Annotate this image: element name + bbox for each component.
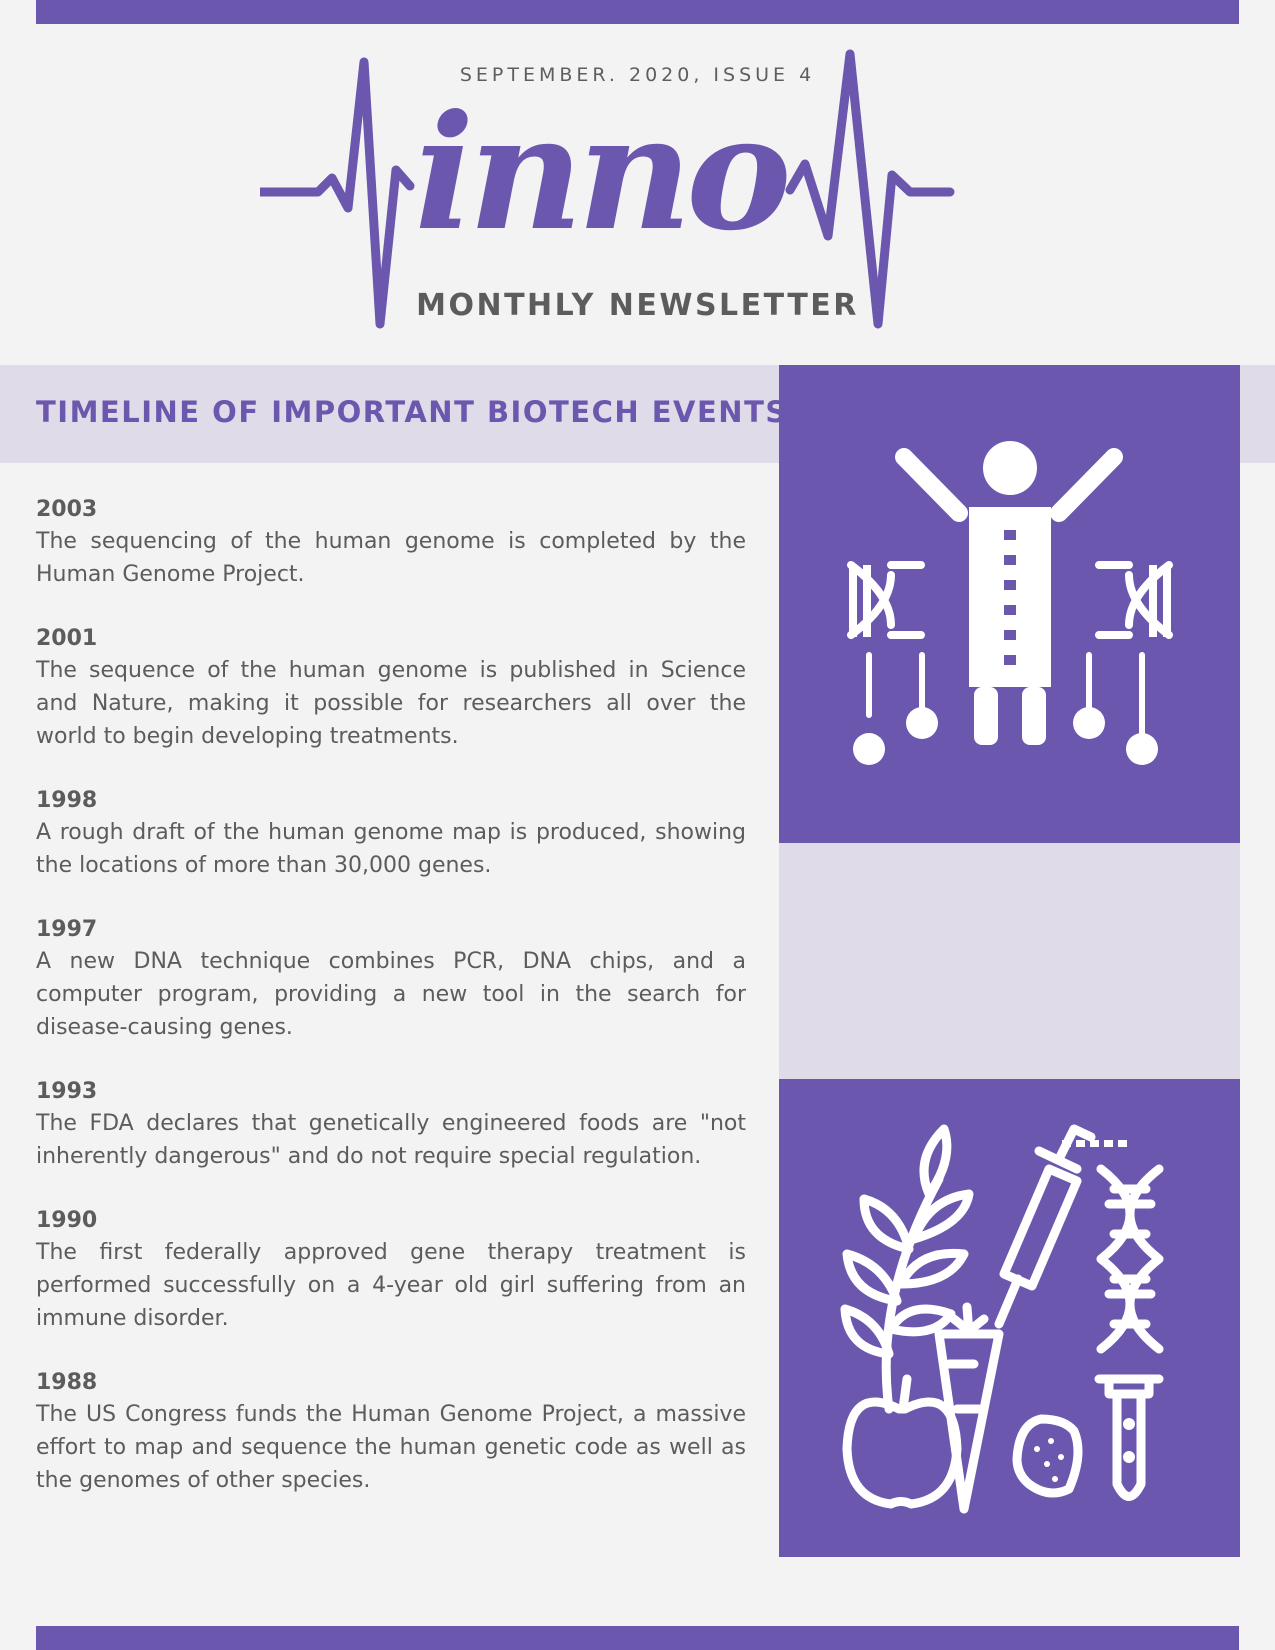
issue-line: SEPTEMBER. 2020, ISSUE 4 bbox=[459, 64, 816, 86]
event-year: 1997 bbox=[36, 917, 98, 942]
top-accent-bar bbox=[36, 0, 1239, 24]
event-year: 2003 bbox=[36, 497, 98, 522]
illustration-panel-bottom bbox=[779, 1079, 1240, 1557]
section-title: TIMELINE OF IMPORTANT BIOTECH EVENTS bbox=[36, 395, 788, 429]
timeline-event: 2003 The sequencing of the human genome … bbox=[36, 495, 746, 591]
newsletter-subtitle: MONTHLY NEWSLETTER bbox=[416, 288, 859, 323]
illustration-panel-top bbox=[779, 365, 1240, 843]
event-description: The first federally approved gene therap… bbox=[36, 1240, 746, 1331]
event-description: The sequencing of the human genome is co… bbox=[36, 529, 746, 587]
timeline-event: 2001 The sequence of the human genome is… bbox=[36, 624, 746, 753]
timeline-event: 1993 The FDA declares that genetically e… bbox=[36, 1077, 746, 1173]
gmo-food-icon bbox=[840, 1124, 1164, 1514]
timeline-event: 1998 A rough draft of the human genome m… bbox=[36, 786, 746, 882]
event-description: The US Congress funds the Human Genome P… bbox=[36, 1402, 746, 1493]
event-description: A rough draft of the human genome map is… bbox=[36, 820, 746, 878]
timeline-event: 1988 The US Congress funds the Human Gen… bbox=[36, 1368, 746, 1497]
scientist-dna-icon bbox=[847, 441, 1173, 765]
logo-wordmark: inno bbox=[414, 81, 787, 266]
bottom-accent-bar bbox=[36, 1626, 1239, 1650]
event-year: 1993 bbox=[36, 1079, 98, 1104]
event-description: The FDA declares that genetically engine… bbox=[36, 1111, 746, 1169]
timeline-event: 1997 A new DNA technique combines PCR, D… bbox=[36, 915, 746, 1044]
event-description: The sequence of the human genome is publ… bbox=[36, 658, 746, 749]
timeline-event: 1990 The first federally approved gene t… bbox=[36, 1206, 746, 1335]
event-description: A new DNA technique combines PCR, DNA ch… bbox=[36, 949, 746, 1040]
event-year: 1990 bbox=[36, 1208, 98, 1233]
inno-heartbeat-logo: inno bbox=[260, 49, 955, 329]
event-year: 2001 bbox=[36, 626, 98, 651]
event-year: 1988 bbox=[36, 1370, 98, 1395]
event-year: 1998 bbox=[36, 788, 98, 813]
timeline-list: 2003 The sequencing of the human genome … bbox=[36, 495, 746, 1530]
